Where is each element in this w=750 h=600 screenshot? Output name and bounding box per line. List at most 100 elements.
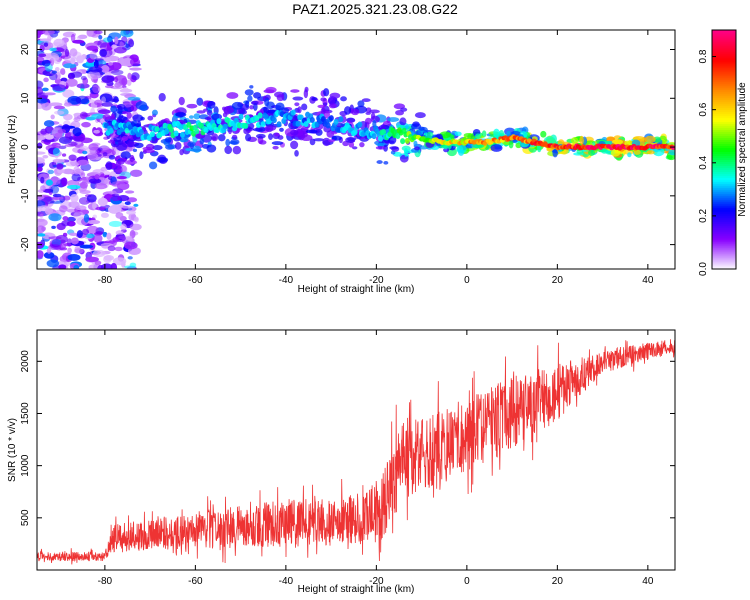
noise-blob (111, 44, 118, 49)
ridge-core (309, 117, 315, 124)
noise-blob (133, 216, 139, 223)
ridge-speckle (108, 154, 116, 160)
noise-blob (107, 245, 116, 252)
noise-blob (98, 35, 103, 40)
noise-blob (68, 201, 80, 209)
colorbar-swatch (712, 205, 736, 208)
colorbar-swatch (712, 155, 736, 158)
ridge-speckle (175, 112, 187, 118)
noise-blob (82, 150, 88, 155)
noise-blob (68, 141, 78, 146)
ridge-core (338, 116, 344, 123)
noise-blob (124, 160, 138, 165)
noise-blob (110, 263, 118, 269)
noise-blob (127, 256, 133, 260)
colorbar-swatch (712, 181, 736, 184)
colorbar-swatch (712, 139, 736, 143)
colorbar-swatch (712, 217, 736, 220)
noise-blob (66, 208, 78, 213)
ridge-speckle (193, 113, 201, 120)
colorbar-tick-label: 0.6 (698, 102, 709, 116)
noise-blob (105, 161, 113, 171)
x-tick-label: 20 (552, 576, 564, 587)
noise-blob (67, 247, 72, 254)
ridge-speckle (268, 133, 273, 141)
colorbar-swatch (712, 53, 736, 57)
colorbar-swatch (712, 137, 736, 141)
noise-blob (73, 264, 80, 269)
noise-blob (70, 71, 83, 78)
ridge-speckle (265, 86, 277, 94)
noise-blob (114, 46, 127, 54)
colorbar-swatch (712, 231, 736, 234)
ridge-speckle (294, 150, 299, 157)
noise-blob (127, 96, 141, 101)
colorbar-swatch (712, 101, 736, 105)
ridge-core (154, 126, 160, 133)
noise-blob (41, 59, 51, 67)
noise-blob (52, 84, 67, 92)
noise-blob (124, 190, 135, 194)
noise-blob (37, 156, 45, 164)
noise-blob (73, 211, 85, 220)
ridge-speckle (297, 106, 302, 114)
ridge-speckle (294, 102, 300, 107)
colorbar-swatch (712, 163, 736, 166)
ridge-core (146, 135, 152, 142)
ridge-speckle (174, 141, 182, 150)
x-tick-label: -60 (188, 576, 203, 587)
noise-blob (69, 48, 78, 57)
ridge-speckle (361, 98, 371, 103)
noise-blob (104, 85, 114, 89)
ridge-speckle (158, 92, 166, 102)
noise-blob (117, 195, 130, 202)
noise-blob (130, 72, 140, 81)
colorbar-swatch (712, 37, 736, 41)
noise-blob (85, 61, 96, 67)
noise-blob (120, 205, 133, 209)
colorbar-swatch (712, 157, 736, 160)
colorbar-swatch (712, 153, 736, 156)
noise-blob (37, 211, 45, 217)
ridge-core (194, 128, 200, 135)
noise-blob (106, 232, 112, 240)
colorbar-swatch (712, 79, 736, 83)
spectrogram-blobs (37, 30, 675, 269)
ridge-speckle (120, 151, 131, 160)
noise-blob (51, 196, 64, 200)
y-tick-label: 0 (20, 144, 31, 150)
ridge-speckle (403, 147, 408, 157)
ridge-speckle (414, 112, 426, 119)
colorbar-swatch (712, 191, 736, 194)
noise-blob (49, 72, 58, 81)
ridge-speckle (633, 149, 641, 155)
noise-blob (61, 168, 75, 175)
ridge-core (127, 124, 133, 131)
ridge-speckle (139, 105, 148, 111)
noise-blob (64, 48, 70, 57)
noise-blob (53, 105, 65, 110)
noise-blob (67, 184, 81, 190)
colorbar-swatch (712, 39, 736, 43)
colorbar-swatch (712, 247, 736, 250)
noise-blob (37, 218, 45, 222)
colorbar-swatch (712, 177, 736, 180)
noise-blob (37, 241, 45, 249)
x-tick-label: -80 (98, 576, 113, 587)
ridge-speckle (249, 105, 254, 110)
colorbar-swatch (712, 69, 736, 73)
colorbar-swatch (712, 55, 736, 59)
ridge-speckle (304, 86, 309, 93)
noise-blob (75, 95, 89, 105)
noise-blob (124, 241, 138, 250)
colorbar-swatch (712, 33, 736, 37)
colorbar-swatch (712, 35, 736, 39)
noise-blob (37, 30, 42, 39)
y-tick-label: -10 (20, 188, 31, 203)
x-axis-label: Height of straight line (km) (298, 584, 415, 595)
noise-blob (116, 176, 127, 180)
colorbar-label: Normalized spectral amplitude (737, 82, 748, 217)
ridge-core (203, 126, 209, 133)
noise-blob (37, 206, 43, 213)
noise-blob (94, 174, 100, 180)
